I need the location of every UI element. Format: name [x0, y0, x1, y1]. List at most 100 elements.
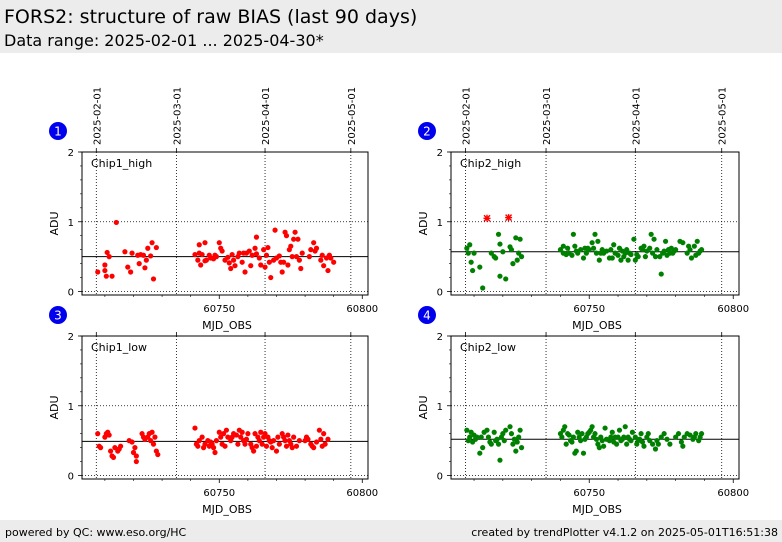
data-point	[592, 231, 598, 237]
data-point	[106, 254, 112, 260]
data-point	[212, 449, 218, 456]
data-point	[245, 431, 251, 437]
data-point	[514, 257, 520, 263]
data-point	[113, 219, 119, 226]
date-tick-label: 2025-02-01	[461, 87, 472, 145]
y-tick-label: 2	[437, 148, 443, 159]
data-point	[642, 254, 649, 260]
data-point	[586, 247, 592, 253]
data-point	[508, 431, 515, 437]
data-point	[230, 257, 237, 263]
data-point	[225, 434, 231, 440]
data-point	[641, 443, 647, 449]
data-point	[609, 255, 615, 261]
data-point	[202, 240, 208, 246]
data-point	[468, 259, 474, 265]
data-point	[639, 439, 646, 445]
header-bar: FORS2: structure of raw BIAS (last 90 da…	[0, 0, 782, 53]
data-point	[467, 242, 473, 248]
data-point	[233, 432, 240, 438]
data-point	[328, 255, 334, 261]
data-point	[283, 443, 290, 449]
data-point	[622, 424, 628, 430]
data-point	[652, 254, 659, 260]
data-point	[232, 263, 238, 269]
plot-frame	[81, 335, 369, 480]
data-point	[213, 254, 220, 260]
data-point	[192, 251, 198, 258]
data-point	[266, 259, 272, 265]
data-point	[647, 438, 653, 444]
data-point	[603, 248, 610, 254]
data-point	[569, 439, 575, 445]
date-tick-label: 2025-03-01	[172, 87, 183, 145]
data-point	[641, 243, 647, 249]
data-point	[599, 438, 605, 444]
data-point	[501, 438, 507, 444]
data-point	[213, 438, 220, 444]
data-point	[296, 438, 302, 444]
data-point	[628, 251, 634, 258]
data-point	[316, 427, 322, 433]
y-tick-label: 1	[68, 218, 74, 229]
data-point	[235, 441, 241, 447]
data-point	[321, 431, 327, 437]
data-point	[289, 445, 295, 451]
date-tick-label: 2025-05-01	[347, 87, 358, 145]
footer-bar: powered by QC: www.eso.org/HC created by…	[0, 520, 782, 542]
data-point	[145, 245, 151, 251]
panel-number-badge	[418, 306, 436, 324]
y-tick-label: 0	[437, 472, 443, 483]
y-tick-label: 0	[68, 288, 74, 299]
data-point	[226, 260, 232, 266]
panel-number-label: 3	[54, 309, 62, 323]
data-point	[477, 264, 483, 270]
data-point	[149, 240, 155, 246]
data-point	[507, 424, 513, 430]
data-point	[645, 431, 651, 437]
panel-label: Chip1_low	[91, 341, 147, 354]
x-tick-label: 60750	[573, 304, 605, 315]
data-point	[688, 255, 695, 261]
data-point	[662, 238, 669, 244]
data-point	[616, 427, 623, 433]
data-point	[480, 285, 486, 291]
data-point	[102, 267, 108, 274]
data-point	[654, 247, 660, 253]
data-point	[566, 432, 572, 438]
data-point	[291, 236, 297, 242]
panel-number-badge	[49, 306, 67, 324]
data-point	[698, 431, 705, 437]
data-point	[497, 457, 503, 463]
data-point	[222, 443, 228, 449]
data-point	[681, 434, 687, 440]
data-point	[631, 236, 637, 242]
data-point	[638, 431, 644, 437]
data-point	[325, 267, 331, 274]
data-point	[480, 445, 486, 451]
data-point	[494, 436, 500, 442]
data-point	[122, 249, 128, 255]
data-point	[271, 438, 277, 444]
outlier-point	[505, 214, 513, 222]
date-tick-label: 2025-05-01	[718, 87, 729, 145]
data-point	[488, 441, 494, 447]
data-point	[308, 247, 314, 253]
data-point	[285, 432, 291, 438]
data-point	[192, 425, 198, 431]
data-point	[199, 434, 205, 440]
data-point	[678, 439, 685, 445]
data-point	[615, 252, 621, 258]
plot-frame	[450, 335, 740, 480]
data-point	[130, 449, 137, 456]
data-point	[229, 251, 235, 258]
data-point	[261, 247, 267, 253]
data-point	[465, 250, 471, 256]
plot-frame	[81, 151, 369, 296]
data-point	[503, 427, 509, 433]
data-point	[305, 436, 311, 442]
data-point	[464, 427, 470, 433]
data-point	[569, 252, 575, 258]
data-point	[562, 424, 568, 430]
